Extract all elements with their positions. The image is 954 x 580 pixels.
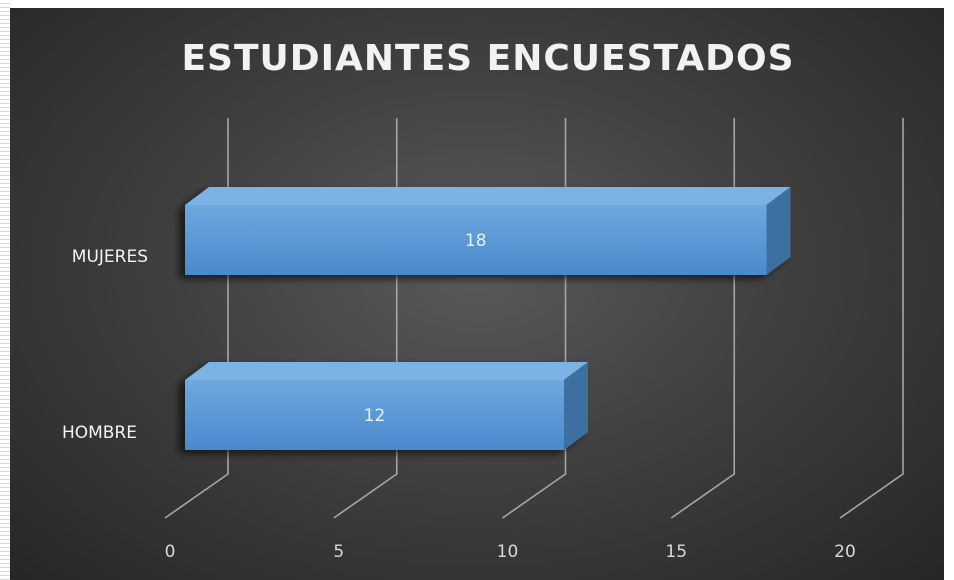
- gridline-15: [670, 118, 736, 519]
- bar-side-hombre: [564, 362, 588, 450]
- data-label-mujeres: 18: [465, 231, 487, 251]
- bars: [185, 187, 791, 450]
- gridline-0: [164, 118, 229, 519]
- grid: [164, 118, 904, 519]
- gridline-5: [333, 118, 398, 519]
- ruled-paper-edge: [0, 0, 10, 580]
- bar-front-hombre: [185, 380, 564, 450]
- chart-background: [10, 8, 944, 580]
- category-label-hombre: HOMBRE: [62, 423, 137, 443]
- bar-front-mujeres: [185, 205, 767, 275]
- data-label-hombre: 12: [364, 406, 386, 426]
- bar-mujeres: [185, 187, 791, 275]
- bar-hombre: [185, 362, 588, 450]
- bar-top-mujeres: [185, 187, 791, 205]
- bar-top-hombre: [185, 362, 588, 380]
- x-tick-label-5: 5: [333, 542, 344, 562]
- chart-title: ESTUDIANTES ENCUESTADOS: [181, 38, 794, 79]
- gridline-20: [839, 118, 904, 519]
- x-tick-label-20: 20: [834, 542, 856, 562]
- labels: 0 5 10 15 20 18 MUJERES 12 HOMBRE: [62, 231, 856, 562]
- category-label-mujeres: MUJERES: [72, 247, 148, 267]
- x-tick-label-10: 10: [497, 542, 519, 562]
- x-tick-label-0: 0: [165, 542, 176, 562]
- gridline-10: [502, 118, 567, 519]
- bar-side-mujeres: [766, 187, 791, 275]
- x-tick-label-15: 15: [665, 542, 687, 562]
